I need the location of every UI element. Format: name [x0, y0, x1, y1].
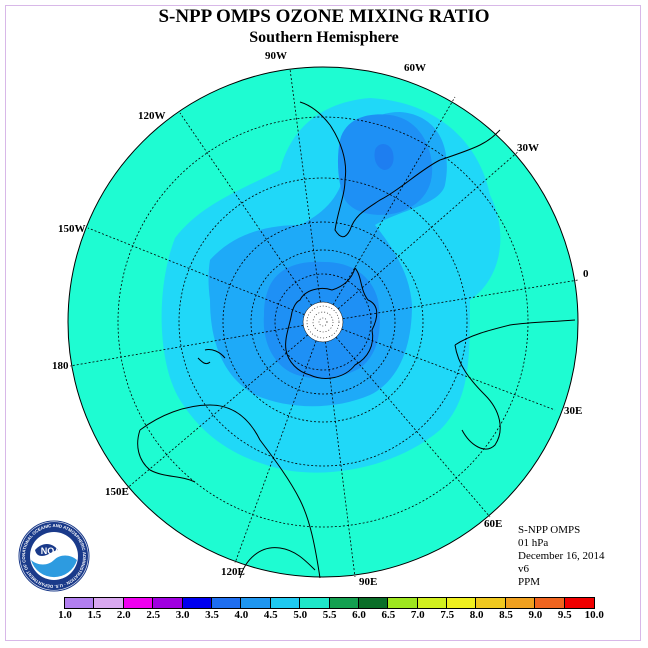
- colorbar-tick-label: 5.0: [293, 609, 308, 621]
- colorbar-swatch: [535, 598, 565, 608]
- colorbar-swatch: [564, 598, 595, 608]
- lon-label-90w: 90W: [265, 50, 287, 62]
- pole-data-gap: [302, 301, 344, 343]
- coastline-australia: [137, 404, 321, 579]
- colorbar-tick-label: 10.0: [584, 609, 604, 621]
- colorbar: [64, 597, 596, 609]
- earth-disk-outline: [67, 66, 579, 578]
- ozone-field: [68, 67, 578, 577]
- colorbar-tick-label: 6.0: [352, 609, 366, 621]
- coastline-south-america: [299, 101, 441, 238]
- pole-hatch: [306, 305, 340, 339]
- noaa-logo: NATIONAL OCEANIC AND ATMOSPHERIC ADMINIS…: [18, 520, 90, 592]
- colorbar-swatch: [241, 598, 271, 608]
- colorbar-swatch: [211, 598, 242, 608]
- field-band-3-0-patch: [374, 144, 394, 170]
- colorbar-swatch: [270, 598, 301, 608]
- colorbar-tick-label: 2.5: [146, 609, 161, 621]
- info-units: PPM: [518, 576, 541, 588]
- colorbar-swatch: [153, 598, 183, 608]
- noaa-logo-text: NOAA: [41, 546, 68, 556]
- colorbar-tick-label: 8.0: [469, 609, 484, 621]
- coastline-new-zealand: [197, 349, 226, 365]
- lon-label-30w: 30W: [517, 142, 539, 154]
- lon-label-0: 0: [583, 268, 589, 280]
- colorbar-swatch: [65, 598, 95, 608]
- colorbar-tick-label: 2.0: [116, 609, 131, 621]
- lon-label-150e: 150E: [105, 486, 129, 498]
- colorbar-swatch: [94, 598, 124, 608]
- colorbar-tick-label: 3.5: [205, 609, 219, 621]
- colorbar-swatch: [505, 598, 536, 608]
- colorbar-swatch: [182, 598, 212, 608]
- colorbar-tick-label: 7.0: [410, 609, 425, 621]
- map-subtitle: Southern Hemisphere: [249, 29, 399, 46]
- info-date: December 16, 2014: [518, 550, 605, 562]
- colorbar-swatch: [329, 598, 359, 608]
- map-title: S-NPP OMPS OZONE MIXING RATIO: [158, 6, 490, 27]
- info-level: 01 hPa: [518, 537, 549, 549]
- lon-label-90e: 90E: [359, 576, 378, 588]
- lon-label-60e: 60E: [484, 518, 503, 530]
- colorbar-tick-label: 9.0: [528, 609, 543, 621]
- colorbar-tick-label: 4.0: [234, 609, 249, 621]
- info-version: v6: [518, 563, 529, 575]
- colorbar-tick-label: 1.0: [58, 609, 72, 621]
- colorbar-tick-label: 5.5: [322, 609, 337, 621]
- colorbar-tick-label: 4.5: [263, 609, 278, 621]
- colorbar-tick-label: 6.5: [381, 609, 396, 621]
- lon-label-120w: 120W: [138, 110, 166, 122]
- coastline-antarctica: [285, 266, 378, 379]
- lon-label-150w: 150W: [58, 223, 86, 235]
- coastline-asia: [239, 547, 316, 579]
- colorbar-tick-label: 3.0: [175, 609, 190, 621]
- colorbar-tick-label: 1.5: [87, 609, 102, 621]
- figure-frame: [5, 5, 641, 641]
- colorbar-swatch: [358, 598, 389, 608]
- lon-label-120e: 120E: [221, 566, 245, 578]
- colorbar-swatch: [300, 598, 330, 608]
- colorbar-swatch: [123, 598, 154, 608]
- lon-label-180: 180: [52, 360, 69, 372]
- colorbar-tick-label: 7.5: [440, 609, 455, 621]
- colorbar-swatch: [388, 598, 418, 608]
- lon-label-60w: 60W: [404, 62, 426, 74]
- colorbar-tick-label: 9.5: [557, 609, 572, 621]
- info-instrument: S-NPP OMPS: [518, 524, 581, 536]
- coastline-africa: [454, 319, 576, 450]
- info-block: S-NPP OMPS 01 hPa December 16, 2014 v6 P…: [518, 524, 604, 589]
- colorbar-swatch: [476, 598, 506, 608]
- lon-label-30e: 30E: [564, 405, 583, 417]
- colorbar-swatch: [447, 598, 477, 608]
- colorbar-tick-label: 8.5: [499, 609, 513, 621]
- coastlines: [137, 101, 576, 579]
- colorbar-swatch: [417, 598, 448, 608]
